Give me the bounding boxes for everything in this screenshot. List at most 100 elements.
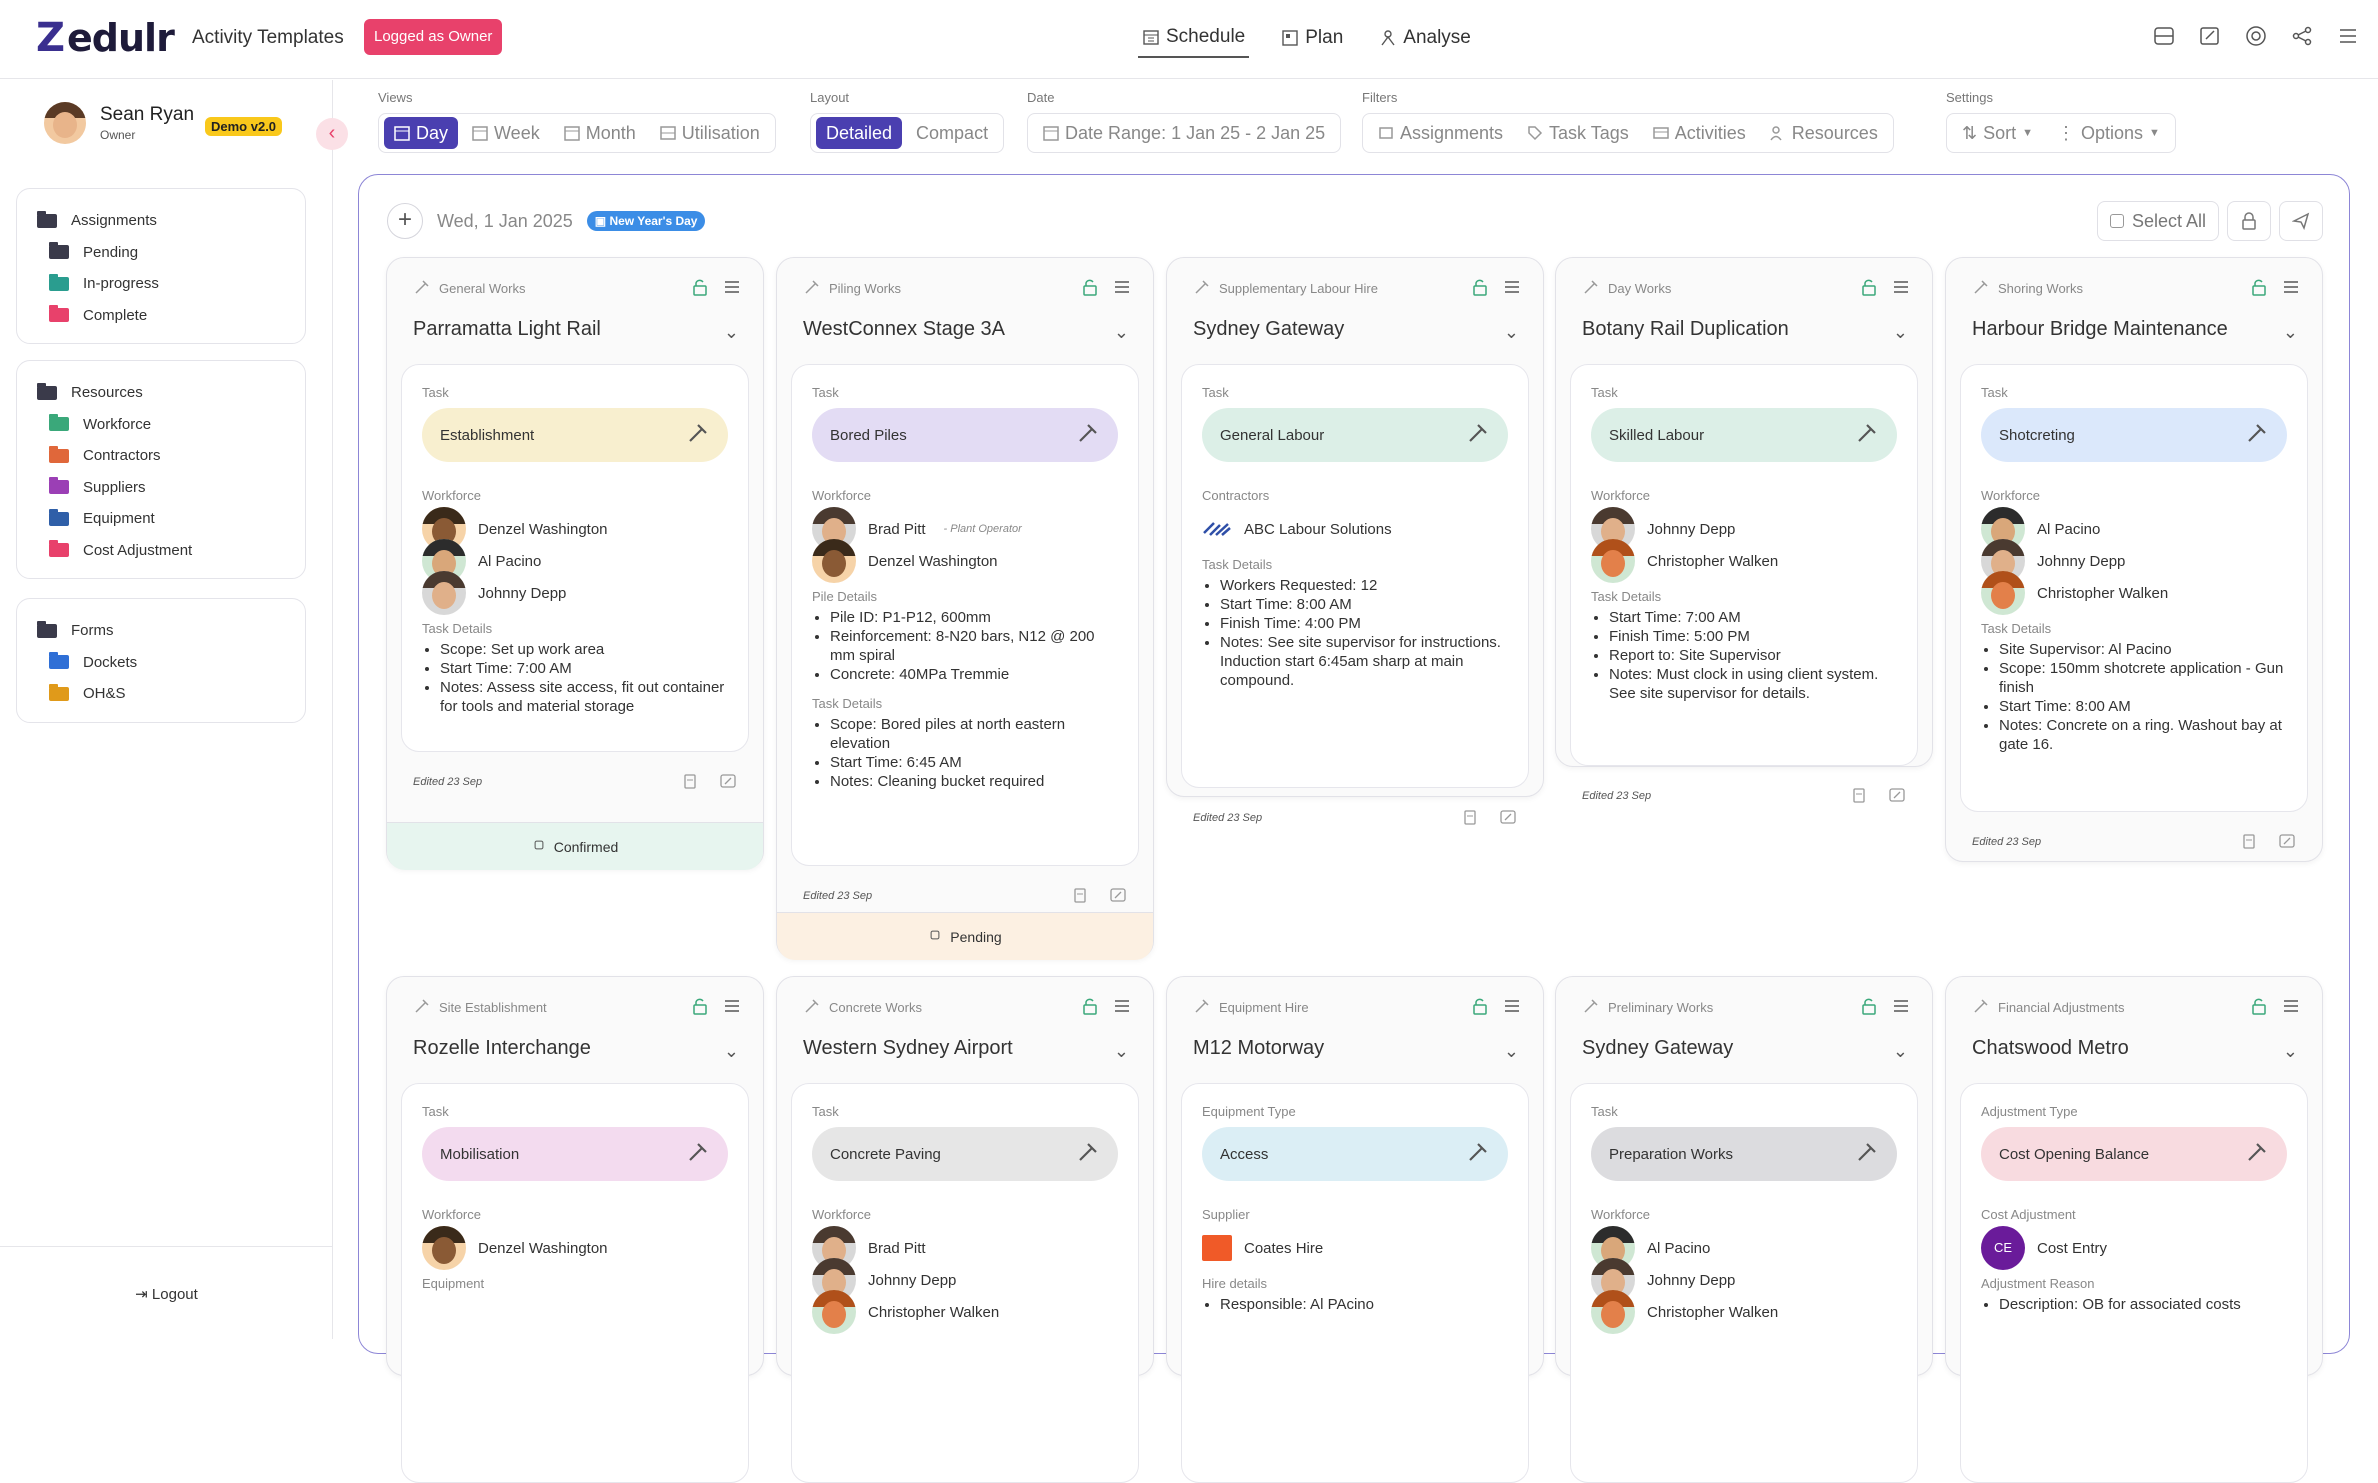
filter-activities[interactable]: Activities [1643, 117, 1756, 149]
menu-icon[interactable] [1892, 278, 1910, 301]
activity-card[interactable]: General Works Parramatta Light Rail ⌄ Task E… [386, 257, 764, 870]
chevron-down-icon[interactable]: ⌄ [1892, 1041, 1908, 1061]
person-row[interactable]: Johnny Depp [1981, 539, 2287, 583]
unlock-icon[interactable] [1471, 278, 1489, 301]
activity-card[interactable]: Preliminary Works Sydney Gateway ⌄ Task Prep… [1555, 976, 1933, 1483]
edit-icon[interactable] [1888, 786, 1906, 809]
inbox-icon[interactable] [2152, 24, 2176, 48]
unlock-icon[interactable] [2250, 278, 2268, 301]
user-profile[interactable]: Sean Ryan Owner [44, 102, 194, 144]
person-row[interactable]: Christopher Walken [1981, 571, 2287, 615]
status-bar[interactable]: Pending [777, 912, 1153, 960]
chevron-down-icon[interactable]: ⌄ [723, 322, 739, 342]
clipboard-icon[interactable] [1850, 786, 1868, 809]
clipboard-icon[interactable] [681, 772, 699, 795]
person-row[interactable]: Johnny Depp [1591, 1258, 1897, 1302]
task-pill[interactable]: Mobilisation [422, 1127, 728, 1181]
person-row[interactable]: Al Pacino [1981, 507, 2287, 551]
unlock-icon[interactable] [1471, 997, 1489, 1020]
chevron-down-icon[interactable]: ⌄ [2282, 1041, 2298, 1061]
edit-icon[interactable] [2198, 24, 2222, 48]
activity-card[interactable]: Concrete Works Western Sydney Airport ⌄ Tas… [776, 976, 1154, 1483]
menu-icon[interactable] [2336, 24, 2360, 48]
unlock-icon[interactable] [2250, 997, 2268, 1020]
filter-task-tags[interactable]: Task Tags [1517, 117, 1639, 149]
sidebar-item-dockets[interactable]: Dockets [37, 647, 305, 679]
task-pill[interactable]: Establishment [422, 408, 728, 462]
filter-assignments[interactable]: Assignments [1368, 117, 1513, 149]
filter-resources[interactable]: Resources [1760, 117, 1888, 149]
unlock-icon[interactable] [1081, 278, 1099, 301]
lock-button[interactable] [2227, 201, 2271, 241]
view-month-button[interactable]: Month [554, 117, 646, 149]
sort-dropdown[interactable]: ⇅ Sort ▼ [1952, 117, 2043, 149]
chevron-down-icon[interactable]: ⌄ [1503, 1041, 1519, 1061]
task-pill[interactable]: Shotcreting [1981, 408, 2287, 462]
activity-card[interactable]: Day Works Botany Rail Duplication ⌄ Task Ski… [1555, 257, 1933, 803]
sidebar-item-cost-adjustment[interactable]: Cost Adjustment [37, 535, 305, 567]
sidebar-item-pending[interactable]: Pending [37, 237, 305, 269]
task-pill[interactable]: Concrete Paving [812, 1127, 1118, 1181]
unlock-icon[interactable] [1081, 997, 1099, 1020]
edit-icon[interactable] [2278, 832, 2296, 855]
layout-compact-button[interactable]: Compact [906, 117, 998, 149]
menu-icon[interactable] [1113, 997, 1131, 1020]
sidebar-item-resources[interactable]: Resources [37, 377, 305, 409]
sidebar-item-assignments[interactable]: Assignments [37, 205, 305, 237]
person-row[interactable]: Johnny Depp [812, 1258, 1118, 1302]
add-activity-button[interactable]: + [387, 203, 423, 239]
sidebar-item-equipment[interactable]: Equipment [37, 503, 305, 535]
contractor-row[interactable]: ABC Labour Solutions [1202, 513, 1508, 545]
menu-icon[interactable] [1892, 997, 1910, 1020]
cost-entry-row[interactable]: CE Cost Entry [1981, 1226, 2287, 1270]
edit-icon[interactable] [1109, 886, 1127, 909]
activity-card[interactable]: Site Establishment Rozelle Interchange ⌄ Ta… [386, 976, 764, 1483]
layout-detailed-button[interactable]: Detailed [816, 117, 903, 149]
sidebar-item-ohs[interactable]: OH&S [37, 678, 305, 710]
person-row[interactable]: Christopher Walken [1591, 1290, 1897, 1334]
clipboard-icon[interactable] [1461, 808, 1479, 831]
view-week-button[interactable]: Week [462, 117, 550, 149]
edit-icon[interactable] [1499, 808, 1517, 831]
sidebar-item-contractors[interactable]: Contractors [37, 440, 305, 472]
task-pill[interactable]: General Labour [1202, 408, 1508, 462]
menu-icon[interactable] [1503, 997, 1521, 1020]
unlock-icon[interactable] [1860, 997, 1878, 1020]
supplier-row[interactable]: Coates Hire [1202, 1232, 1508, 1264]
task-pill[interactable]: Access [1202, 1127, 1508, 1181]
logout-button[interactable]: ⇥ Logout [135, 1286, 198, 1303]
sidebar-item-workforce[interactable]: Workforce [37, 409, 305, 441]
collapse-sidebar-button[interactable]: ‹ [316, 118, 348, 150]
person-row[interactable]: Brad Pitt - Plant Operator [812, 507, 1118, 551]
chevron-down-icon[interactable]: ⌄ [1113, 322, 1129, 342]
options-dropdown[interactable]: ⋮ Options ▼ [2047, 117, 2170, 149]
task-pill[interactable]: Cost Opening Balance [1981, 1127, 2287, 1181]
activity-card[interactable]: Shoring Works Harbour Bridge Maintenance ⌄… [1945, 257, 2323, 862]
person-row[interactable]: Denzel Washington [422, 1226, 728, 1270]
person-row[interactable]: Christopher Walken [812, 1290, 1118, 1334]
menu-icon[interactable] [723, 997, 741, 1020]
menu-icon[interactable] [1113, 278, 1131, 301]
sidebar-item-complete[interactable]: Complete [37, 300, 305, 332]
person-row[interactable]: Al Pacino [422, 539, 728, 583]
nav-schedule[interactable]: Schedule [1138, 18, 1250, 58]
chevron-down-icon[interactable]: ⌄ [1503, 322, 1519, 342]
task-pill[interactable]: Skilled Labour [1591, 408, 1897, 462]
unlock-icon[interactable] [1860, 278, 1878, 301]
person-row[interactable]: Denzel Washington [422, 507, 728, 551]
clipboard-icon[interactable] [1071, 886, 1089, 909]
select-all-button[interactable]: Select All [2096, 201, 2219, 241]
person-row[interactable]: Brad Pitt [812, 1226, 1118, 1270]
task-pill[interactable]: Bored Piles [812, 408, 1118, 462]
activity-card[interactable]: Equipment Hire M12 Motorway ⌄ Equipment Typ… [1166, 976, 1544, 1483]
activity-card[interactable]: Piling Works WestConnex Stage 3A ⌄ Task Bore… [776, 257, 1154, 960]
view-utilisation-button[interactable]: Utilisation [650, 117, 770, 149]
edit-icon[interactable] [719, 772, 737, 795]
unlock-icon[interactable] [691, 278, 709, 301]
chevron-down-icon[interactable]: ⌄ [1113, 1041, 1129, 1061]
activity-card[interactable]: Supplementary Labour Hire Sydney Gateway ⌄… [1166, 257, 1544, 825]
person-row[interactable]: Al Pacino [1591, 1226, 1897, 1270]
send-button[interactable] [2279, 201, 2323, 241]
status-bar[interactable]: Confirmed [387, 822, 763, 870]
